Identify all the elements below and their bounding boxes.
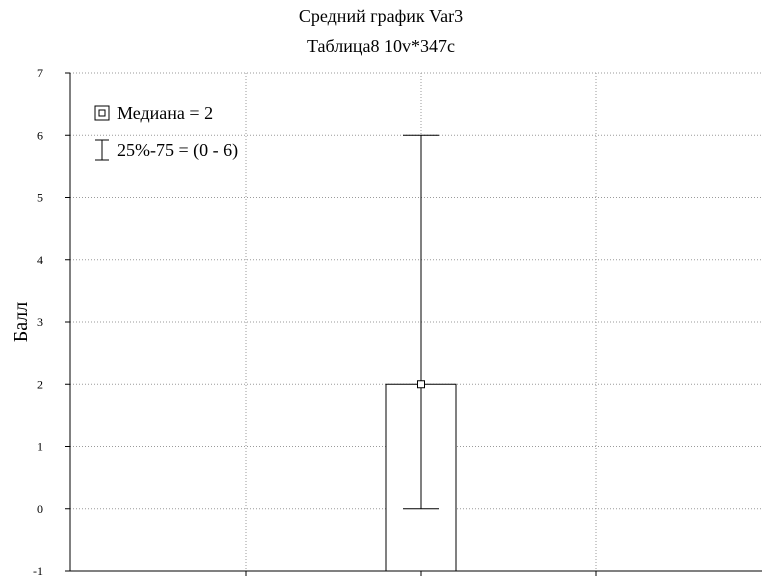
legend-median-icon-inner <box>98 109 106 117</box>
y-tick-label: 1 <box>37 440 43 454</box>
median-marker <box>417 380 425 389</box>
y-tick-label: -1 <box>33 564 43 578</box>
y-tick-label: 0 <box>37 502 43 516</box>
legend: Медиана = 2 25%-75 = (0 - 6) <box>94 103 238 161</box>
y-tick-label: 6 <box>37 128 43 142</box>
y-tick-label: 2 <box>37 377 43 391</box>
legend-label: Медиана = 2 <box>117 103 213 123</box>
chart-title: Средний график Var3 <box>299 6 463 26</box>
y-tick-label: 7 <box>37 66 43 80</box>
y-tick-label: 5 <box>37 191 43 205</box>
legend-label: 25%-75 = (0 - 6) <box>117 140 238 161</box>
chart-subtitle: Таблица8 10v*347c <box>307 36 455 56</box>
y-tick-label: 4 <box>37 253 43 267</box>
plot-marks <box>385 134 457 572</box>
y-tick-label: 3 <box>37 315 43 329</box>
y-axis-label: Балл <box>10 302 32 343</box>
